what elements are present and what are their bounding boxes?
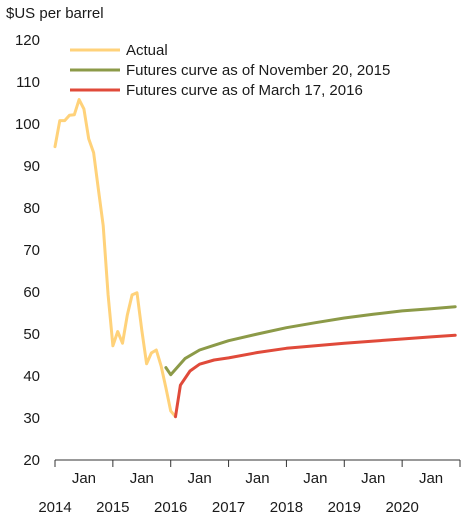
y-tick-label: 100 <box>15 116 40 133</box>
legend: Actual Futures curve as of November 20, 2… <box>70 42 390 99</box>
y-tick-label: 90 <box>23 158 40 175</box>
y-tick-label: 120 <box>15 32 40 49</box>
x-tick-year: 2015 <box>96 499 129 516</box>
y-tick-label: 110 <box>16 74 40 91</box>
y-tick-label: 40 <box>23 368 40 385</box>
series-line-1 <box>53 98 177 419</box>
x-tick-month: Jan <box>72 470 96 487</box>
x-axis: Jan2014Jan2015Jan2016Jan2017Jan2018Jan20… <box>38 459 461 516</box>
x-tick-month: Jan <box>188 470 212 487</box>
y-tick-label: 20 <box>23 452 40 469</box>
legend-label: Actual <box>126 42 168 59</box>
x-tick-month: Jan <box>419 470 443 487</box>
y-tick-label: 70 <box>23 242 40 259</box>
y-tick-label: 50 <box>23 326 40 343</box>
x-tick-year: 2018 <box>270 499 303 516</box>
legend-label: Futures curve as of November 20, 2015 <box>126 62 390 79</box>
y-axis-label: $US per barrel <box>6 5 104 22</box>
y-tick-label: 30 <box>23 410 40 427</box>
x-tick-month: Jan <box>130 470 154 487</box>
x-tick-month: Jan <box>361 470 385 487</box>
x-tick-year: 2014 <box>38 499 71 516</box>
x-tick-year: 2020 <box>385 499 418 516</box>
x-tick-year: 2016 <box>154 499 187 516</box>
y-tick-labels: 20 30 40 50 60 70 80 90 100 110 120 <box>15 32 40 469</box>
x-tick-month: Jan <box>303 470 327 487</box>
series-line-2 <box>164 305 457 377</box>
x-tick-month: Jan <box>245 470 269 487</box>
series-line-3 <box>174 333 457 419</box>
x-tick-year: 2019 <box>328 499 361 516</box>
legend-label: Futures curve as of March 17, 2016 <box>126 82 363 99</box>
x-tick-year: 2017 <box>212 499 245 516</box>
series-layer <box>53 98 457 419</box>
y-tick-label: 60 <box>23 284 40 301</box>
y-tick-label: 80 <box>23 200 40 217</box>
